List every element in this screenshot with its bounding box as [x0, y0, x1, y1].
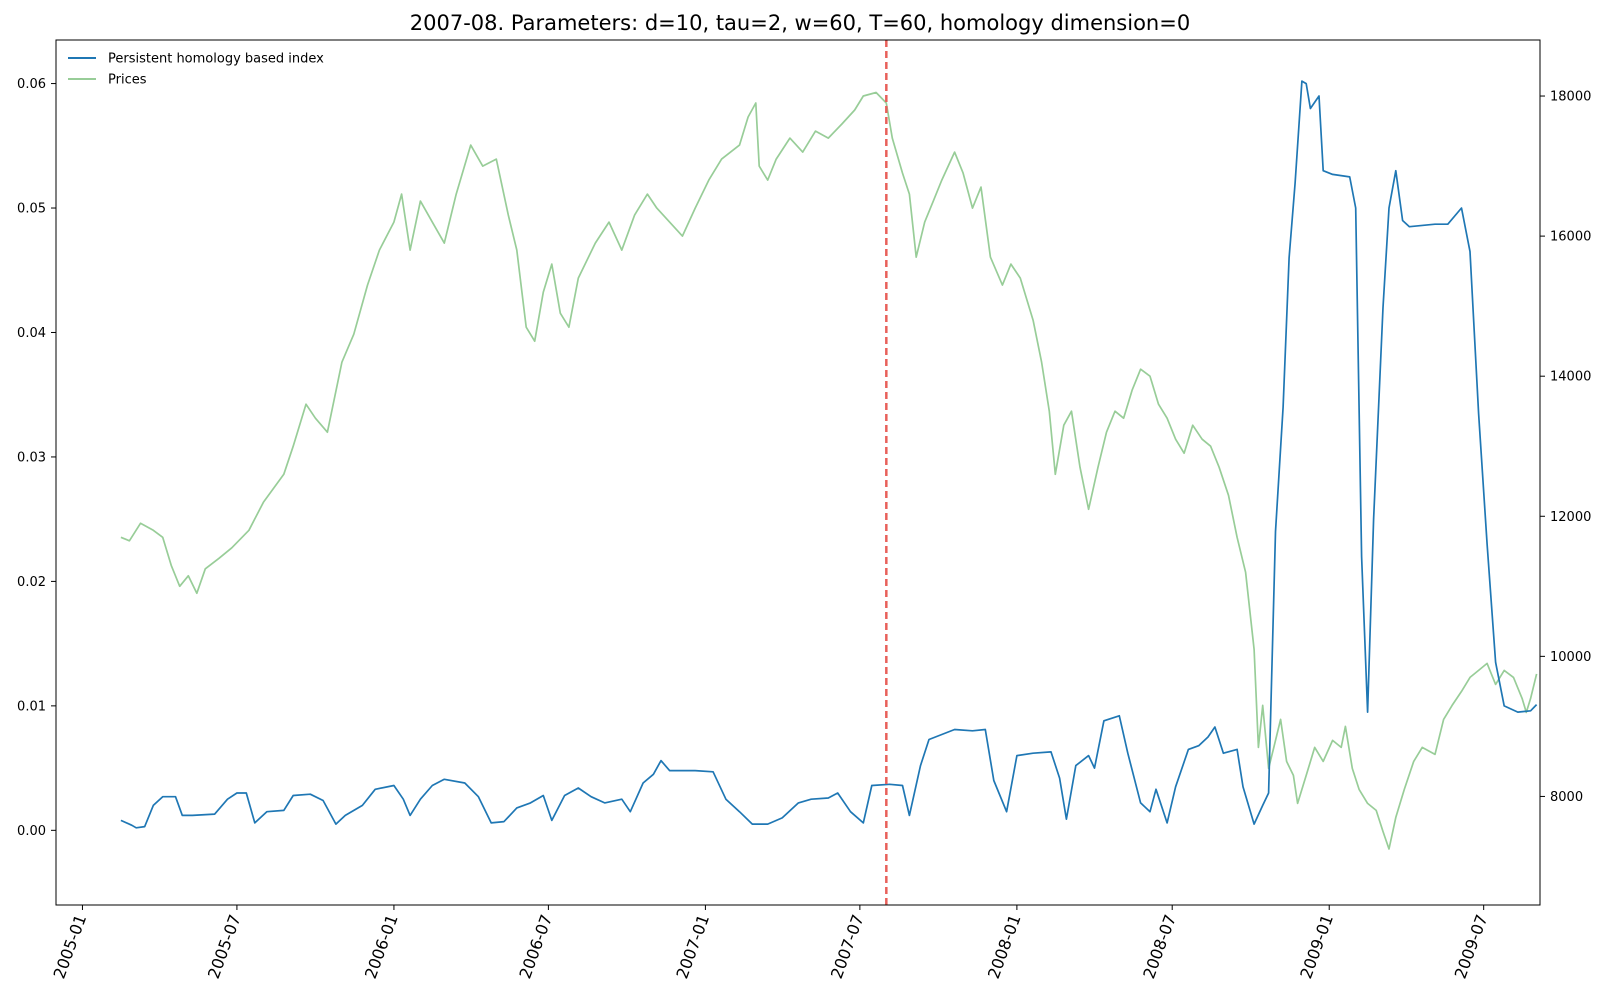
chart-title: 2007-08. Parameters: d=10, tau=2, w=60, …	[410, 11, 1190, 35]
x-tick-label: 2009-07	[1451, 912, 1492, 981]
x-tick-label: 2008-07	[1139, 912, 1180, 981]
y-tick-label: 0.02	[17, 575, 46, 590]
x-tick-label: 2007-01	[672, 912, 713, 981]
x-tick-label: 2009-01	[1296, 912, 1337, 981]
series-line-index	[120, 80, 1538, 829]
y2-tick-label: 16000	[1550, 230, 1591, 245]
legend-label: Prices	[108, 73, 147, 88]
y-tick-label: 0.03	[17, 450, 46, 465]
plot-area	[120, 40, 1538, 905]
y2-tick-label: 18000	[1550, 90, 1591, 105]
x-tick-label: 2006-01	[361, 912, 402, 981]
y2-tick-label: 8000	[1550, 790, 1583, 805]
y-tick-label: 0.01	[17, 699, 46, 714]
x-tick-label: 2007-07	[827, 912, 868, 981]
y-tick-label: 0.00	[17, 824, 46, 839]
x-tick-label: 2008-01	[984, 912, 1025, 981]
x-tick-label: 2006-07	[515, 912, 556, 981]
legend: Persistent homology based index Prices	[68, 52, 324, 88]
x-tick-label: 2005-01	[49, 912, 90, 981]
plot-frame	[55, 39, 1541, 906]
legend-label: Persistent homology based index	[108, 52, 324, 67]
series-line-prices	[120, 91, 1538, 850]
y-tick-label: 0.06	[17, 77, 46, 92]
y-tick-label: 0.04	[17, 326, 46, 341]
x-tick-label: 2005-07	[204, 912, 245, 981]
y2-tick-label: 12000	[1550, 510, 1591, 525]
y2-tick-label: 10000	[1550, 650, 1591, 665]
y-tick-label: 0.05	[17, 202, 46, 217]
y2-tick-label: 14000	[1550, 370, 1591, 385]
